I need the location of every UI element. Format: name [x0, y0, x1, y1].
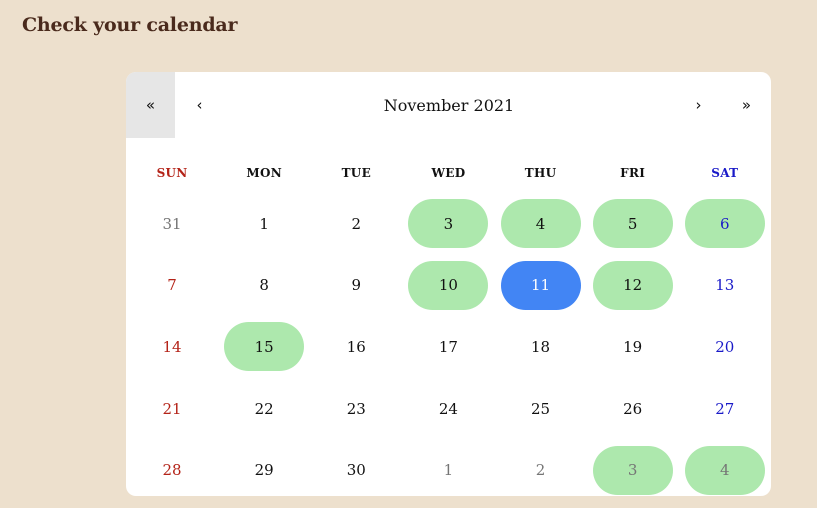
day-cell: 2 [310, 193, 402, 255]
previous-year-button[interactable]: « [126, 72, 175, 138]
day-cell: 3 [402, 193, 494, 255]
day-button[interactable]: 23 [316, 384, 396, 433]
day-cell: 13 [679, 255, 771, 317]
day-cell: 3 [587, 439, 679, 496]
day-button[interactable]: 5 [592, 199, 673, 249]
day-cell: 15 [218, 316, 310, 378]
day-button[interactable]: 9 [316, 261, 396, 310]
day-button[interactable]: 15 [224, 322, 305, 372]
day-button[interactable]: 22 [224, 384, 304, 433]
day-button[interactable]: 16 [316, 322, 396, 371]
day-cell: 1 [218, 193, 310, 255]
calendar: « ‹ November 2021 › » SUN MON TUE WED TH… [126, 72, 771, 496]
day-button[interactable]: 18 [501, 322, 581, 371]
day-cell: 4 [679, 439, 771, 496]
day-cell: 16 [310, 316, 402, 378]
selected-day-button[interactable]: 11 [500, 260, 581, 310]
day-cell: 1 [402, 439, 494, 496]
day-button[interactable]: 13 [685, 261, 765, 310]
day-cell: 6 [679, 193, 771, 255]
next-year-button[interactable]: » [722, 72, 771, 138]
day-cell: 8 [218, 255, 310, 317]
weekday-header: SUN MON TUE WED THU FRI SAT [126, 158, 771, 188]
previous-month-button[interactable]: ‹ [175, 72, 224, 138]
next-month-button[interactable]: › [674, 72, 723, 138]
day-button[interactable]: 4 [500, 199, 581, 249]
day-cell: 21 [126, 378, 218, 440]
day-button[interactable]: 24 [408, 384, 488, 433]
day-button[interactable]: 7 [132, 261, 212, 310]
day-cell: 25 [495, 378, 587, 440]
day-cell: 28 [126, 439, 218, 496]
day-button[interactable]: 26 [593, 384, 673, 433]
day-button[interactable]: 10 [408, 260, 489, 310]
day-button[interactable]: 6 [684, 199, 765, 249]
day-button[interactable]: 25 [501, 384, 581, 433]
day-cell: 30 [310, 439, 402, 496]
day-cell: 18 [495, 316, 587, 378]
day-button[interactable]: 21 [132, 384, 212, 433]
day-cell: 9 [310, 255, 402, 317]
day-button[interactable]: 3 [408, 199, 489, 249]
page-title: Check your calendar [22, 14, 238, 36]
day-button[interactable]: 1 [224, 199, 304, 248]
calendar-navigation: « ‹ November 2021 › » [126, 72, 771, 138]
day-cell: 5 [587, 193, 679, 255]
day-button[interactable]: 3 [592, 445, 673, 495]
weekday-tue: TUE [341, 166, 372, 180]
day-cell: 12 [587, 255, 679, 317]
day-cell: 27 [679, 378, 771, 440]
day-cell: 10 [402, 255, 494, 317]
day-cell: 2 [495, 439, 587, 496]
day-button[interactable]: 14 [132, 322, 212, 371]
day-cell: 20 [679, 316, 771, 378]
day-cell: 19 [587, 316, 679, 378]
weekday-fri: FRI [620, 166, 646, 180]
weekday-wed: WED [431, 166, 466, 180]
day-cell: 26 [587, 378, 679, 440]
day-button[interactable]: 2 [501, 446, 581, 495]
days-grid: 31 1 2 3 4 5 6 7 8 9 10 11 12 13 14 15 16 17 18 19 20 21 22 23 2… [126, 193, 771, 496]
weekday-thu: THU [524, 166, 557, 180]
day-cell: 22 [218, 378, 310, 440]
day-button[interactable]: 31 [132, 199, 212, 248]
month-label[interactable]: November 2021 [224, 72, 674, 138]
weekday-mon: MON [246, 166, 282, 180]
day-button[interactable]: 1 [408, 446, 488, 495]
day-button[interactable]: 8 [224, 261, 304, 310]
weekday-sat: SAT [711, 166, 739, 180]
day-button[interactable]: 29 [224, 446, 304, 495]
day-button[interactable]: 4 [684, 445, 765, 495]
day-button[interactable]: 28 [132, 446, 212, 495]
day-cell: 11 [495, 255, 587, 317]
day-cell: 14 [126, 316, 218, 378]
day-cell: 31 [126, 193, 218, 255]
day-button[interactable]: 17 [408, 322, 488, 371]
day-button[interactable]: 19 [593, 322, 673, 371]
day-button[interactable]: 2 [316, 199, 396, 248]
day-cell: 23 [310, 378, 402, 440]
day-button[interactable]: 27 [685, 384, 765, 433]
day-cell: 24 [402, 378, 494, 440]
day-button[interactable]: 20 [685, 322, 765, 371]
day-cell: 4 [495, 193, 587, 255]
day-cell: 17 [402, 316, 494, 378]
day-button[interactable]: 30 [316, 446, 396, 495]
weekday-sun: SUN [156, 166, 188, 180]
day-cell: 7 [126, 255, 218, 317]
day-cell: 29 [218, 439, 310, 496]
day-button[interactable]: 12 [592, 260, 673, 310]
